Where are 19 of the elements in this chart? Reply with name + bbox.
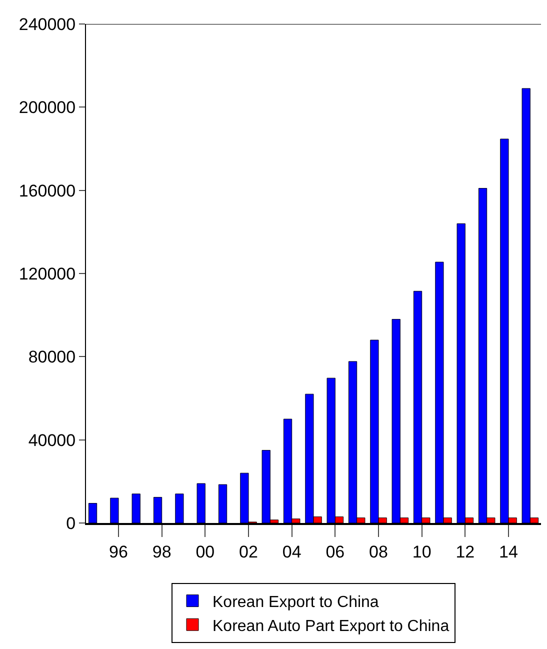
y-tick-label: 120000: [18, 264, 76, 284]
x-tick-label: 96: [109, 542, 128, 562]
x-tick-label: 02: [239, 542, 258, 562]
x-tick-label: 14: [499, 542, 518, 562]
legend-label: Korean Auto Part Export to China: [212, 618, 450, 635]
x-tick-label: 98: [152, 542, 172, 562]
y-tick-label: 240000: [18, 14, 76, 34]
y-tick-label: 0: [66, 514, 76, 533]
x-tick-label: 08: [369, 542, 388, 562]
x-tick-label: 12: [456, 542, 475, 562]
y-tick-label: 200000: [18, 98, 76, 118]
x-tick-label: 00: [196, 542, 215, 562]
y-tick-label: 80000: [28, 348, 76, 367]
x-tick-label: 10: [412, 542, 432, 562]
y-tick-label: 40000: [28, 430, 76, 450]
y-tick-label: 160000: [18, 181, 76, 200]
legend-label: Korean Export to China: [212, 594, 379, 612]
x-tick-label: 06: [326, 542, 345, 562]
x-tick-label: 04: [282, 542, 302, 562]
